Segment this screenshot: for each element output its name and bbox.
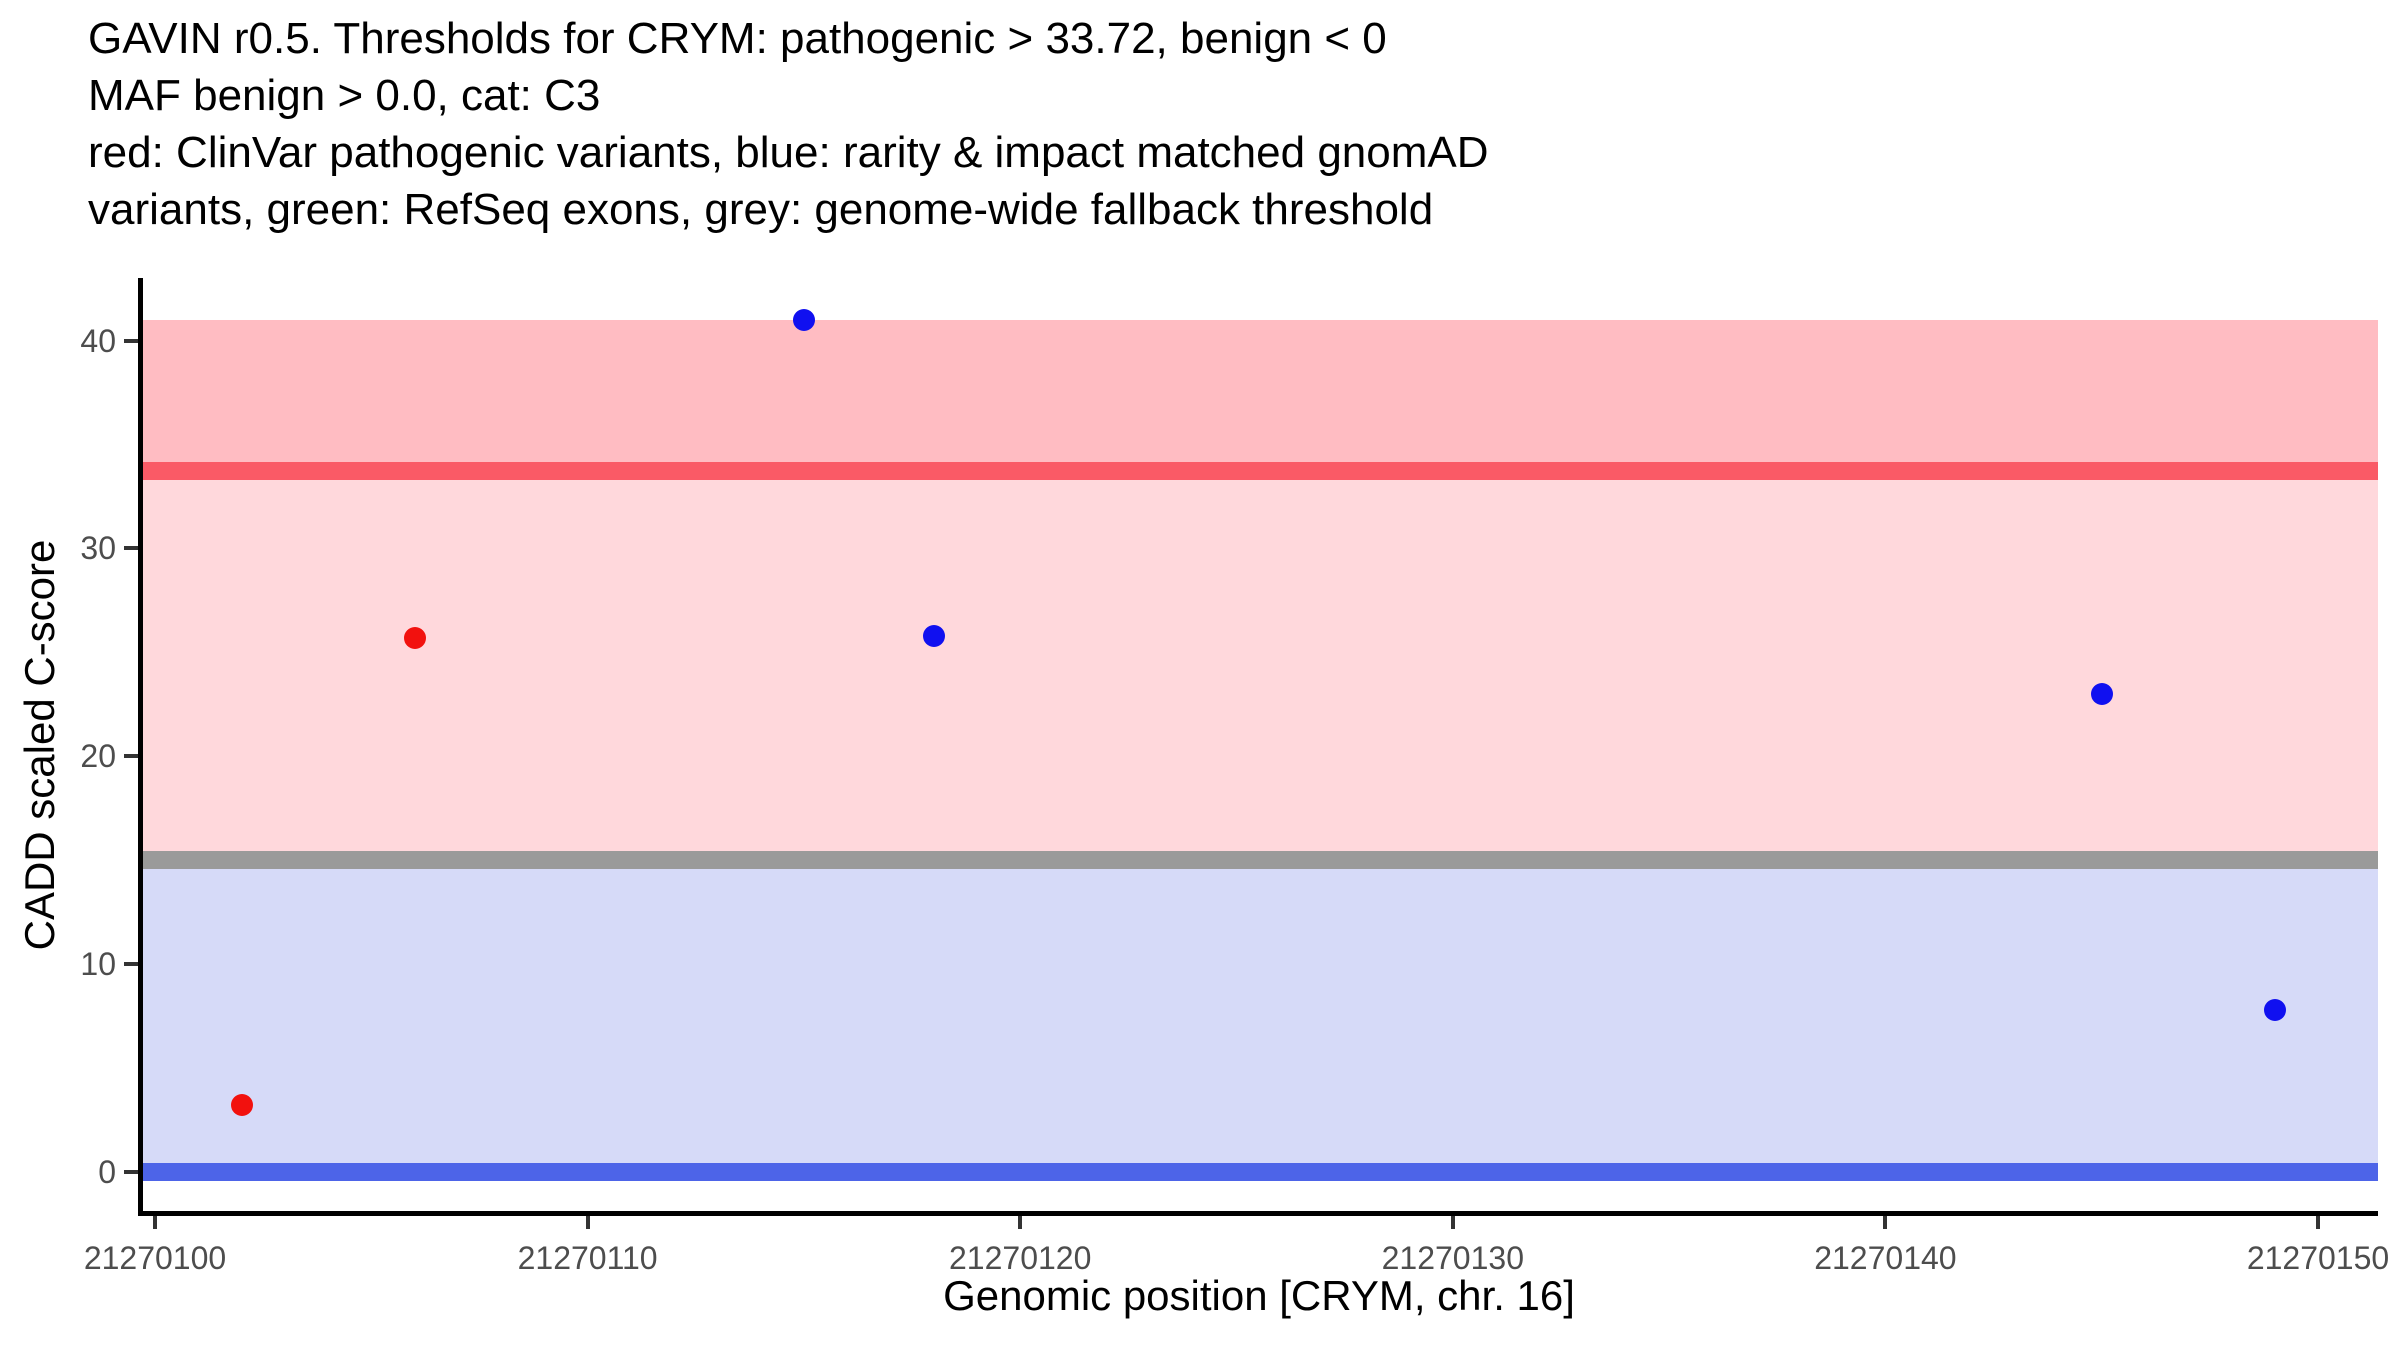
y-tick-mark xyxy=(124,546,138,551)
title-line-2: MAF benign > 0.0, cat: C3 xyxy=(88,71,601,120)
x-axis-line xyxy=(138,1211,2378,1216)
y-tick-label: 0 xyxy=(98,1153,116,1190)
y-tick-mark xyxy=(124,338,138,343)
y-tick-label: 10 xyxy=(80,945,116,982)
y-axis-title: CADD scaled C-score xyxy=(16,539,63,951)
x-tick-mark xyxy=(1450,1216,1455,1229)
y-tick-label: 20 xyxy=(80,738,116,775)
x-tick-mark xyxy=(1883,1216,1888,1229)
title-line-1: GAVIN r0.5. Thresholds for CRYM: pathoge… xyxy=(88,14,1387,63)
threshold-line-pathogenic-threshold xyxy=(142,462,2378,481)
x-tick-label: 21270130 xyxy=(1381,1240,1524,1276)
x-tick-mark xyxy=(1018,1216,1023,1229)
data-point-gnomad-matched xyxy=(792,308,815,331)
x-tick-label: 21270150 xyxy=(2246,1240,2390,1276)
threshold-line-benign-threshold xyxy=(142,1162,2378,1181)
x-tick-label: 21270100 xyxy=(83,1240,227,1276)
y-tick-label: 30 xyxy=(80,530,116,567)
data-point-clinvar-pathogenic xyxy=(403,626,426,649)
threshold-line-genome-wide-fallback-threshold xyxy=(142,851,2378,870)
y-tick-mark xyxy=(124,961,138,966)
data-point-gnomad-matched xyxy=(2090,682,2113,705)
chart-title: GAVIN r0.5. Thresholds for CRYM: pathoge… xyxy=(88,10,1489,238)
threshold-band-below-fallback-threshold xyxy=(142,860,2378,1172)
x-tick-mark xyxy=(153,1216,157,1229)
data-point-gnomad-matched xyxy=(2263,998,2286,1021)
x-tick-label: 21270110 xyxy=(517,1240,658,1276)
y-tick-label: 40 xyxy=(80,322,116,359)
x-tick-label: 21270120 xyxy=(949,1240,1092,1276)
data-point-gnomad-matched xyxy=(922,624,945,647)
y-axis-line xyxy=(138,278,143,1216)
x-axis-title: Genomic position [CRYM, chr. 16] xyxy=(943,1272,1575,1319)
y-tick-mark xyxy=(124,1169,138,1174)
x-tick-mark xyxy=(2316,1216,2320,1229)
data-point-clinvar-pathogenic xyxy=(230,1094,253,1117)
y-tick-mark xyxy=(124,754,138,759)
threshold-band-between-thresholds xyxy=(142,471,2378,861)
title-line-4: variants, green: RefSeq exons, grey: gen… xyxy=(88,185,1434,234)
title-line-3: red: ClinVar pathogenic variants, blue: … xyxy=(88,128,1489,177)
threshold-band-above-pathogenic-threshold xyxy=(142,319,2378,472)
x-tick-mark xyxy=(585,1216,590,1229)
x-tick-label: 21270140 xyxy=(1814,1240,1957,1276)
